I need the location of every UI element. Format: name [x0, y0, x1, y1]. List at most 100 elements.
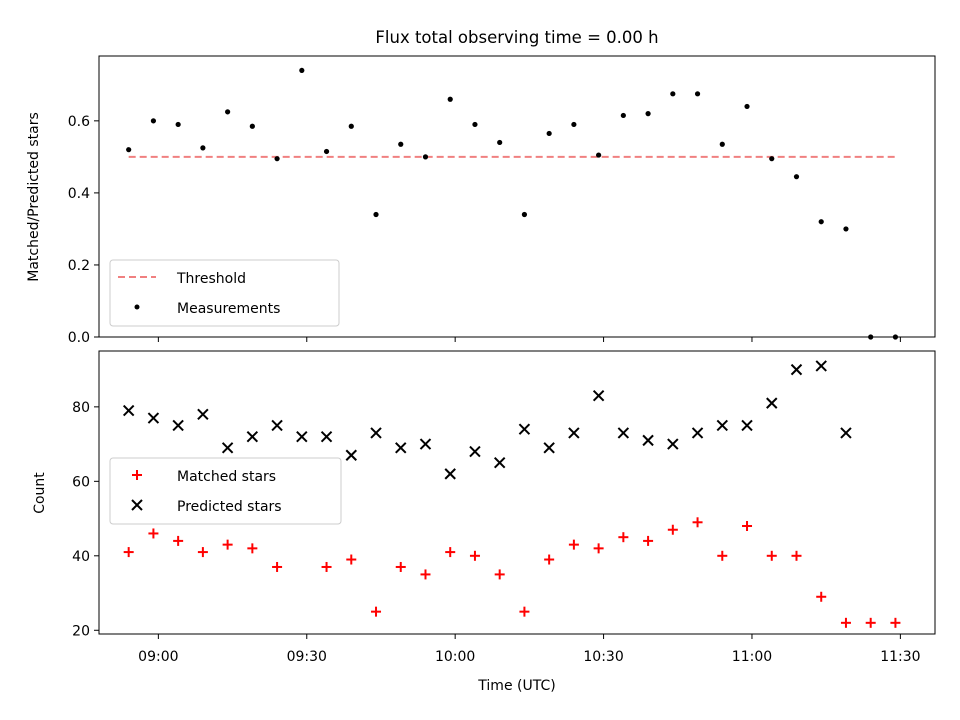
matched-star-point — [692, 517, 703, 528]
predicted-star-point — [568, 427, 580, 439]
predicted-star-point — [172, 419, 184, 432]
measurement-point — [348, 123, 354, 129]
matched-star-point — [494, 569, 505, 580]
top-plot-area — [126, 67, 899, 340]
x-tick-label: 11:00 — [732, 649, 772, 665]
top-legend-box — [109, 259, 340, 327]
matched-star-point — [123, 547, 134, 558]
y-tick-label: 0.0 — [68, 330, 90, 346]
measurement-point — [175, 121, 181, 128]
matched-star-point — [173, 535, 184, 546]
measurement-point — [620, 112, 626, 119]
matched-star-point — [791, 550, 802, 561]
matched-star-point — [643, 535, 654, 546]
predicted-star-point — [296, 430, 308, 443]
top-y-axis-label: Matched/Predicted stars — [26, 112, 42, 282]
x-axis-label: Time (UTC) — [477, 678, 555, 694]
bottom-plot-area — [122, 360, 901, 628]
predicted-star-point — [469, 445, 481, 458]
measurement-point — [249, 123, 255, 129]
legend-measurements-label: Measurements — [177, 301, 280, 317]
measurement-point — [744, 103, 750, 110]
matched-star-point — [593, 543, 604, 554]
measurement-point — [299, 67, 305, 74]
measurement-point — [447, 96, 453, 102]
matched-star-point — [667, 524, 678, 535]
matched-star-point — [346, 554, 357, 565]
predicted-star-point — [246, 430, 259, 443]
legend-matched-swatch — [132, 470, 142, 480]
measurement-point — [521, 211, 528, 218]
matched-star-point — [321, 561, 332, 572]
measurement-point — [793, 174, 800, 180]
legend-matched-label: Matched stars — [177, 469, 276, 485]
predicted-star-point — [395, 442, 407, 454]
measurement-point — [373, 211, 379, 218]
predicted-star-point — [271, 419, 283, 432]
top-x-ticks — [157, 337, 901, 342]
matched-star-point — [247, 543, 258, 554]
measurement-point — [719, 141, 725, 147]
predicted-star-point — [320, 430, 333, 443]
measurement-point — [571, 121, 577, 128]
measurement-point — [422, 154, 429, 160]
predicted-star-point — [147, 412, 160, 424]
matched-star-point — [766, 550, 777, 561]
x-tick-label: 09:00 — [138, 649, 178, 665]
measurement-point — [126, 147, 132, 153]
predicted-star-point — [766, 397, 778, 409]
bottom-y-ticks: 20 40 60 80 — [72, 400, 99, 639]
matched-star-point — [742, 521, 753, 532]
predicted-star-point — [642, 434, 654, 447]
matched-star-point — [395, 561, 406, 572]
predicted-star-point — [345, 449, 357, 461]
x-tick-label: 10:00 — [435, 649, 475, 665]
y-tick-label: 0.4 — [68, 186, 90, 202]
predicted-star-point — [592, 389, 605, 402]
predicted-star-point — [667, 438, 679, 450]
matched-star-point — [272, 561, 283, 572]
predicted-star-point — [691, 427, 704, 439]
predicted-star-point — [543, 442, 555, 454]
predicted-star-point — [444, 468, 456, 480]
matched-star-point — [717, 550, 728, 561]
matched-star-point — [371, 606, 382, 617]
measurement-point — [225, 109, 231, 115]
y-tick-label: 40 — [72, 549, 90, 565]
matched-star-point — [148, 528, 159, 539]
measurement-point — [818, 219, 824, 225]
matched-star-point — [420, 569, 431, 580]
top-y-ticks: 0.0 0.2 0.4 0.6 — [68, 114, 99, 346]
predicted-star-point — [370, 427, 382, 439]
y-tick-label: 20 — [72, 623, 90, 639]
matched-star-point — [197, 547, 208, 558]
predicted-star-point — [790, 363, 803, 376]
measurement-point — [670, 91, 676, 97]
legend-measurements-swatch — [134, 304, 140, 310]
matched-star-point — [519, 606, 530, 617]
x-tick-label: 10:30 — [583, 649, 623, 665]
legend-threshold-label: Threshold — [176, 271, 246, 287]
matched-star-point — [469, 550, 480, 561]
top-axes-frame — [98, 55, 936, 338]
predicted-star-point — [840, 427, 852, 439]
bottom-y-axis-label: Count — [32, 472, 48, 514]
matched-star-point — [544, 554, 555, 565]
y-tick-label: 80 — [72, 400, 90, 416]
measurement-point — [200, 145, 206, 151]
bottom-axes-frame — [98, 350, 936, 635]
predicted-star-point — [122, 404, 135, 417]
matched-star-point — [568, 539, 579, 550]
legend-predicted-label: Predicted stars — [177, 499, 282, 515]
predicted-star-point — [518, 423, 531, 435]
bottom-x-ticks: 09:00 09:30 10:00 10:30 11:00 11:30 — [138, 634, 921, 665]
predicted-star-point — [493, 457, 506, 469]
y-tick-label: 0.2 — [68, 258, 90, 274]
measurement-point — [694, 91, 701, 97]
predicted-star-point — [741, 419, 753, 432]
measurement-point — [596, 152, 602, 158]
measurement-point — [398, 141, 404, 147]
top-legend: Threshold Measurements — [109, 259, 340, 327]
matched-star-point — [840, 617, 851, 628]
